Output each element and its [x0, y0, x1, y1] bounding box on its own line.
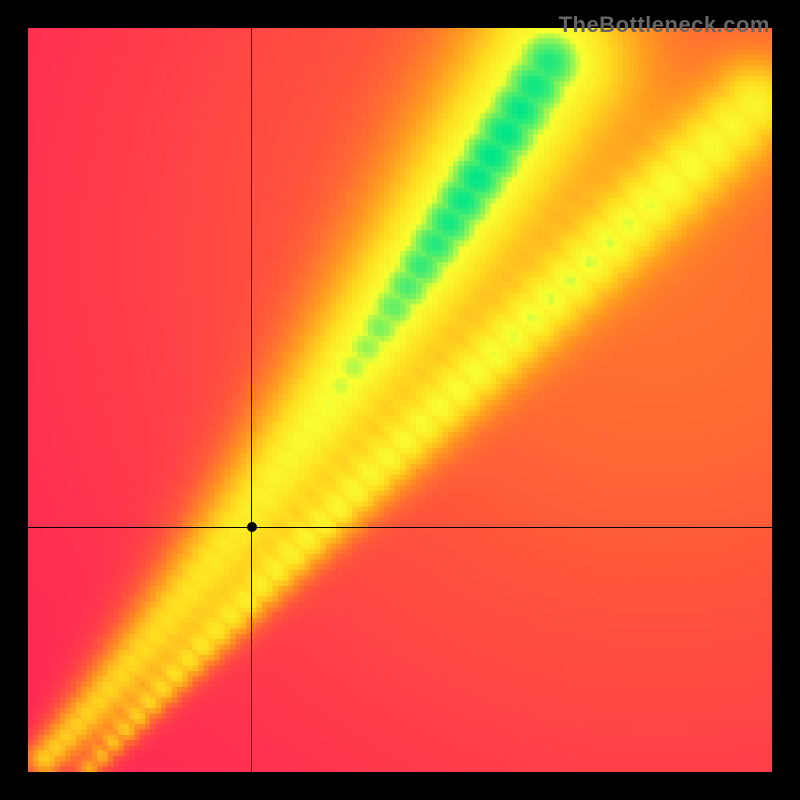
crosshair-marker	[247, 522, 257, 532]
crosshair-vertical	[251, 28, 252, 772]
watermark-text: TheBottleneck.com	[559, 12, 770, 38]
chart-container: { "type": "heatmap", "watermark": { "tex…	[0, 0, 800, 800]
bottleneck-heatmap	[28, 28, 772, 772]
crosshair-horizontal	[28, 527, 772, 528]
